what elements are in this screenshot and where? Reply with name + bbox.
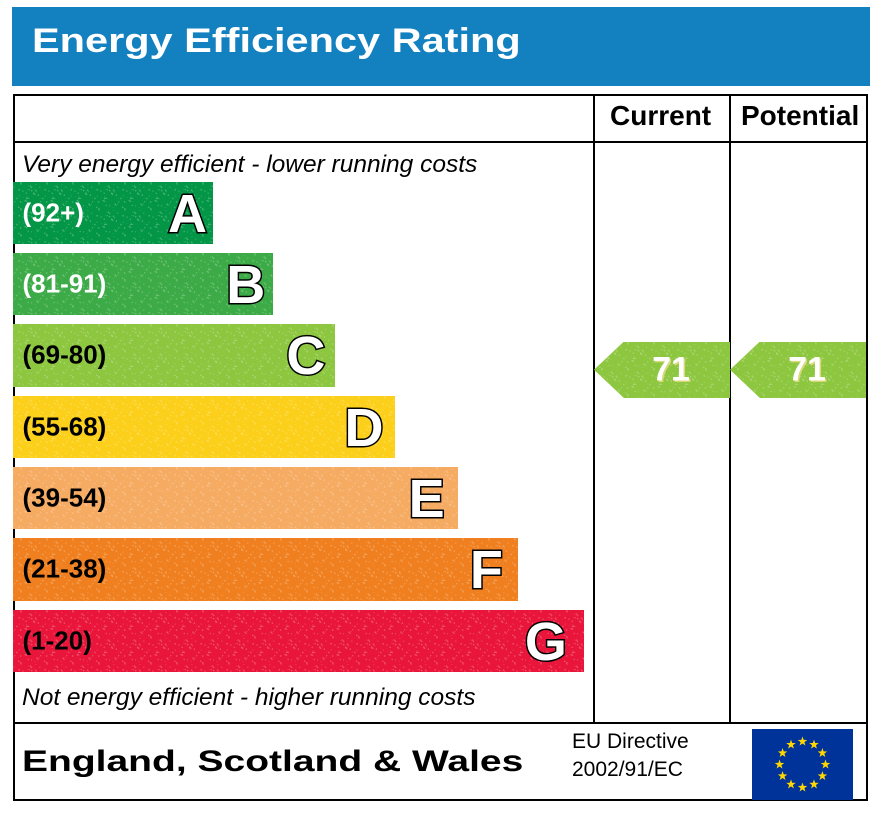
svg-text:E: E: [408, 469, 444, 529]
svg-text:B: B: [226, 255, 265, 315]
svg-text:G: G: [524, 611, 566, 671]
svg-text:C: C: [286, 326, 325, 386]
svg-text:D: D: [344, 398, 383, 458]
svg-text:F: F: [469, 540, 502, 600]
svg-text:A: A: [168, 184, 207, 244]
